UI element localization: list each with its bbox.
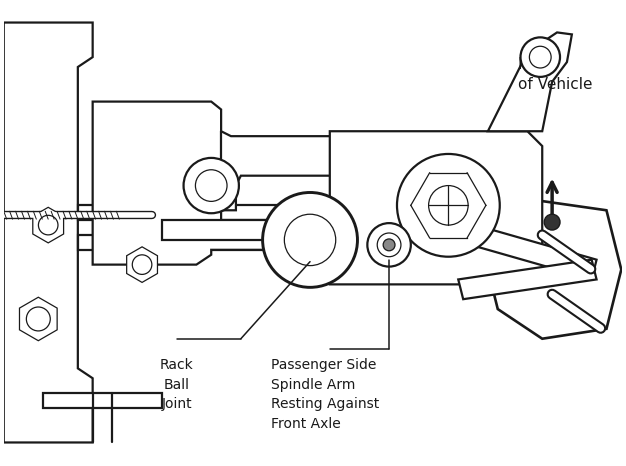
Circle shape (383, 239, 395, 251)
Circle shape (132, 255, 152, 274)
Polygon shape (33, 207, 64, 243)
Circle shape (429, 185, 468, 225)
Polygon shape (4, 22, 93, 443)
Circle shape (38, 215, 58, 235)
Circle shape (26, 307, 50, 331)
Polygon shape (488, 33, 572, 131)
Polygon shape (126, 247, 158, 282)
Polygon shape (78, 235, 438, 250)
Circle shape (263, 192, 357, 288)
Circle shape (183, 158, 239, 213)
Polygon shape (19, 297, 57, 341)
Circle shape (195, 170, 227, 201)
Circle shape (377, 233, 401, 257)
Text: Passenger Side
Spindle Arm
Resting Against
Front Axle: Passenger Side Spindle Arm Resting Again… (270, 358, 379, 431)
Circle shape (520, 37, 560, 77)
Circle shape (367, 223, 411, 267)
Polygon shape (162, 220, 359, 240)
Text: Rack
Ball
Joint: Rack Ball Joint (160, 358, 193, 411)
Polygon shape (93, 102, 419, 265)
Circle shape (530, 46, 551, 68)
Circle shape (284, 214, 336, 266)
Polygon shape (458, 260, 597, 299)
Polygon shape (43, 393, 162, 408)
Polygon shape (453, 220, 597, 280)
Polygon shape (488, 200, 621, 339)
Polygon shape (330, 131, 542, 284)
Polygon shape (78, 206, 438, 220)
Circle shape (397, 154, 500, 257)
Circle shape (544, 214, 560, 230)
Text: Front
of Vehicle: Front of Vehicle (518, 57, 592, 92)
